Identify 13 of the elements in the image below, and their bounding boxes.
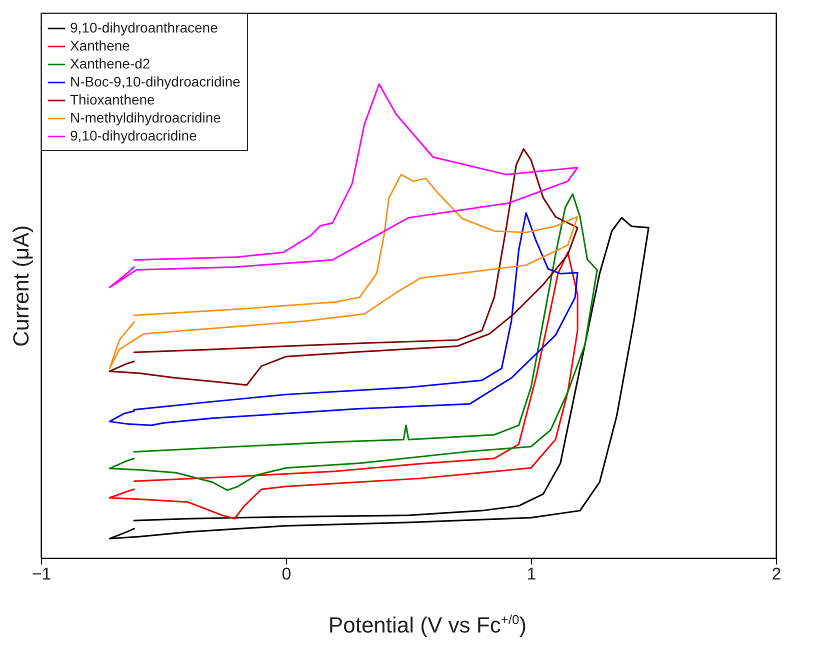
x-tick-label: −1 (32, 564, 52, 584)
legend-label: 9,10-dihydroanthracene (70, 20, 218, 36)
y-axis-title: Current (μA) (8, 225, 34, 347)
legend-label: Xanthene (70, 38, 130, 54)
legend-label: Xanthene-d2 (70, 56, 150, 72)
x-axis-title: Potential (V vs Fc$^{+/0}$) (327, 612, 528, 638)
legend-label: Thioxanthene (70, 92, 156, 108)
legend-label: N-Boc-9,10-dihydroacridine (70, 74, 241, 90)
x-tick-label: 2 (772, 564, 782, 584)
x-tick-label: 0 (282, 564, 292, 584)
legend-label: 9,10-dihydroacridine (70, 128, 198, 144)
legend-label: N-methyldihydroacridine (70, 110, 222, 126)
x-tick-label: 1 (526, 564, 536, 584)
